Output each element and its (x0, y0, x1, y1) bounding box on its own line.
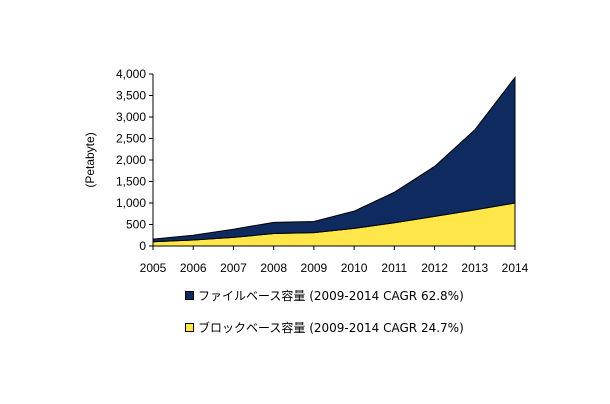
legend-label-file-based: ファイルベース容量 (2009-2014 CAGR 62.8%) (198, 288, 464, 303)
x-tick-label: 2006 (180, 261, 207, 275)
y-axis-title: (Petabyte) (83, 132, 97, 187)
x-tick-label: 2007 (220, 261, 247, 275)
x-tick-label: 2010 (341, 261, 368, 275)
x-tick-label: 2014 (502, 261, 529, 275)
y-tick-label: 500 (126, 218, 146, 232)
y-tick-label: 2,500 (116, 132, 146, 146)
legend-item-block-based: ブロックベース容量 (2009-2014 CAGR 24.7%) (185, 319, 464, 335)
y-tick-label: 1,000 (116, 196, 146, 210)
y-tick-label: 2,000 (116, 153, 146, 167)
y-tick-label: 3,000 (116, 110, 146, 124)
legend-swatch-file-based (185, 290, 194, 300)
x-tick-label: 2009 (301, 261, 328, 275)
y-tick-label: 1,500 (116, 175, 146, 189)
y-tick-label: 4,000 (116, 67, 146, 81)
legend: ファイルベース容量 (2009-2014 CAGR 62.8%) ブロックベース… (185, 287, 464, 351)
x-tick-label: 2005 (140, 261, 167, 275)
y-tick-label: 3,500 (116, 89, 146, 103)
x-tick-label: 2011 (381, 261, 407, 275)
x-tick-labels: 2005 2006 2007 2008 2009 2010 2011 2012 2013 2014 (140, 261, 529, 275)
y-tick-labels: 0 500 1,000 1,500 2,000 2,500 3,000 3,500 4,000 (116, 67, 146, 253)
x-tick-label: 2013 (461, 261, 488, 275)
chart-axes (149, 73, 516, 250)
legend-swatch-block-based (185, 322, 194, 332)
chart-areas (152, 75, 516, 247)
y-tick-label: 0 (139, 239, 146, 253)
area-series-1 (152, 75, 516, 243)
x-tick-label: 2008 (260, 261, 287, 275)
legend-label-block-based: ブロックベース容量 (2009-2014 CAGR 24.7%) (198, 320, 464, 335)
x-tick-label: 2012 (421, 261, 448, 275)
legend-item-file-based: ファイルベース容量 (2009-2014 CAGR 62.8%) (185, 287, 464, 303)
